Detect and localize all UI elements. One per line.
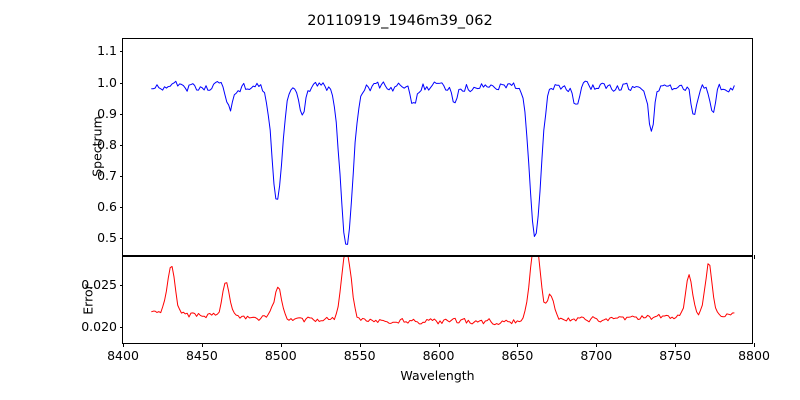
- y-tick-mark: [119, 326, 123, 328]
- y-tick-label: 0.7: [97, 167, 117, 183]
- x-tick-label: 8800: [738, 348, 770, 363]
- y-tick-label: 1.0: [97, 74, 117, 90]
- y-tick-mark: [119, 207, 123, 209]
- x-axis-label: Wavelength: [400, 368, 475, 383]
- x-tick-mark: [754, 343, 755, 347]
- x-tick-label: 8500: [264, 348, 297, 363]
- y-tick-mark: [119, 176, 123, 178]
- x-tick-label: 8550: [343, 348, 376, 363]
- x-tick-label: 8400: [107, 348, 139, 363]
- y-tick-mark: [119, 144, 123, 146]
- y-tick-label: 0.9: [97, 105, 117, 121]
- spectrum-panel: 0.5 0.6 0.7 0.8 0.9 1.0 1.1 Spectrum: [90, 38, 755, 259]
- error-y-axis-label: Error: [80, 284, 96, 315]
- x-tick-label: 8750: [659, 348, 692, 363]
- x-tick-mark: [359, 343, 361, 347]
- error-line: [151, 257, 734, 325]
- y-tick-label: 0.6: [97, 198, 117, 214]
- x-tick-mark: [280, 343, 282, 347]
- y-tick-mark: [119, 51, 123, 53]
- x-tick-mark: [123, 343, 124, 347]
- y-tick-mark: [119, 82, 123, 84]
- y-tick-label: 1.1: [97, 43, 117, 59]
- x-tick-mark: [675, 343, 677, 347]
- spectrum-line: [151, 81, 734, 244]
- y-tick-label: 0.5: [97, 230, 117, 246]
- x-tick-mark: [754, 255, 755, 259]
- error-plot-area: [123, 257, 752, 343]
- y-tick-label: 0.025: [81, 276, 117, 292]
- x-tick-label: 8450: [185, 348, 218, 363]
- spectrum-plot-area: [123, 39, 752, 255]
- chart-title: 20110919_1946m39_062: [307, 13, 493, 29]
- x-tick-mark: [201, 343, 203, 347]
- y-tick-mark: [119, 284, 123, 286]
- y-tick-mark: [119, 238, 123, 240]
- x-tick-label: 8600: [422, 348, 455, 363]
- x-tick-mark: [517, 343, 519, 347]
- y-tick-mark: [119, 113, 123, 115]
- x-tick-mark: [438, 343, 440, 347]
- x-tick-label: 8700: [580, 348, 613, 363]
- x-tick-label: 8650: [501, 348, 534, 363]
- error-panel: 0.020 0.025 8400 8450 8500 8550 8600 8650 8700 8…: [81, 256, 770, 362]
- y-tick-label: 0.8: [97, 136, 117, 152]
- y-tick-label: 0.020: [81, 318, 117, 334]
- spectrum-y-axis-label: Spectrum: [89, 116, 105, 177]
- x-tick-mark: [596, 343, 598, 347]
